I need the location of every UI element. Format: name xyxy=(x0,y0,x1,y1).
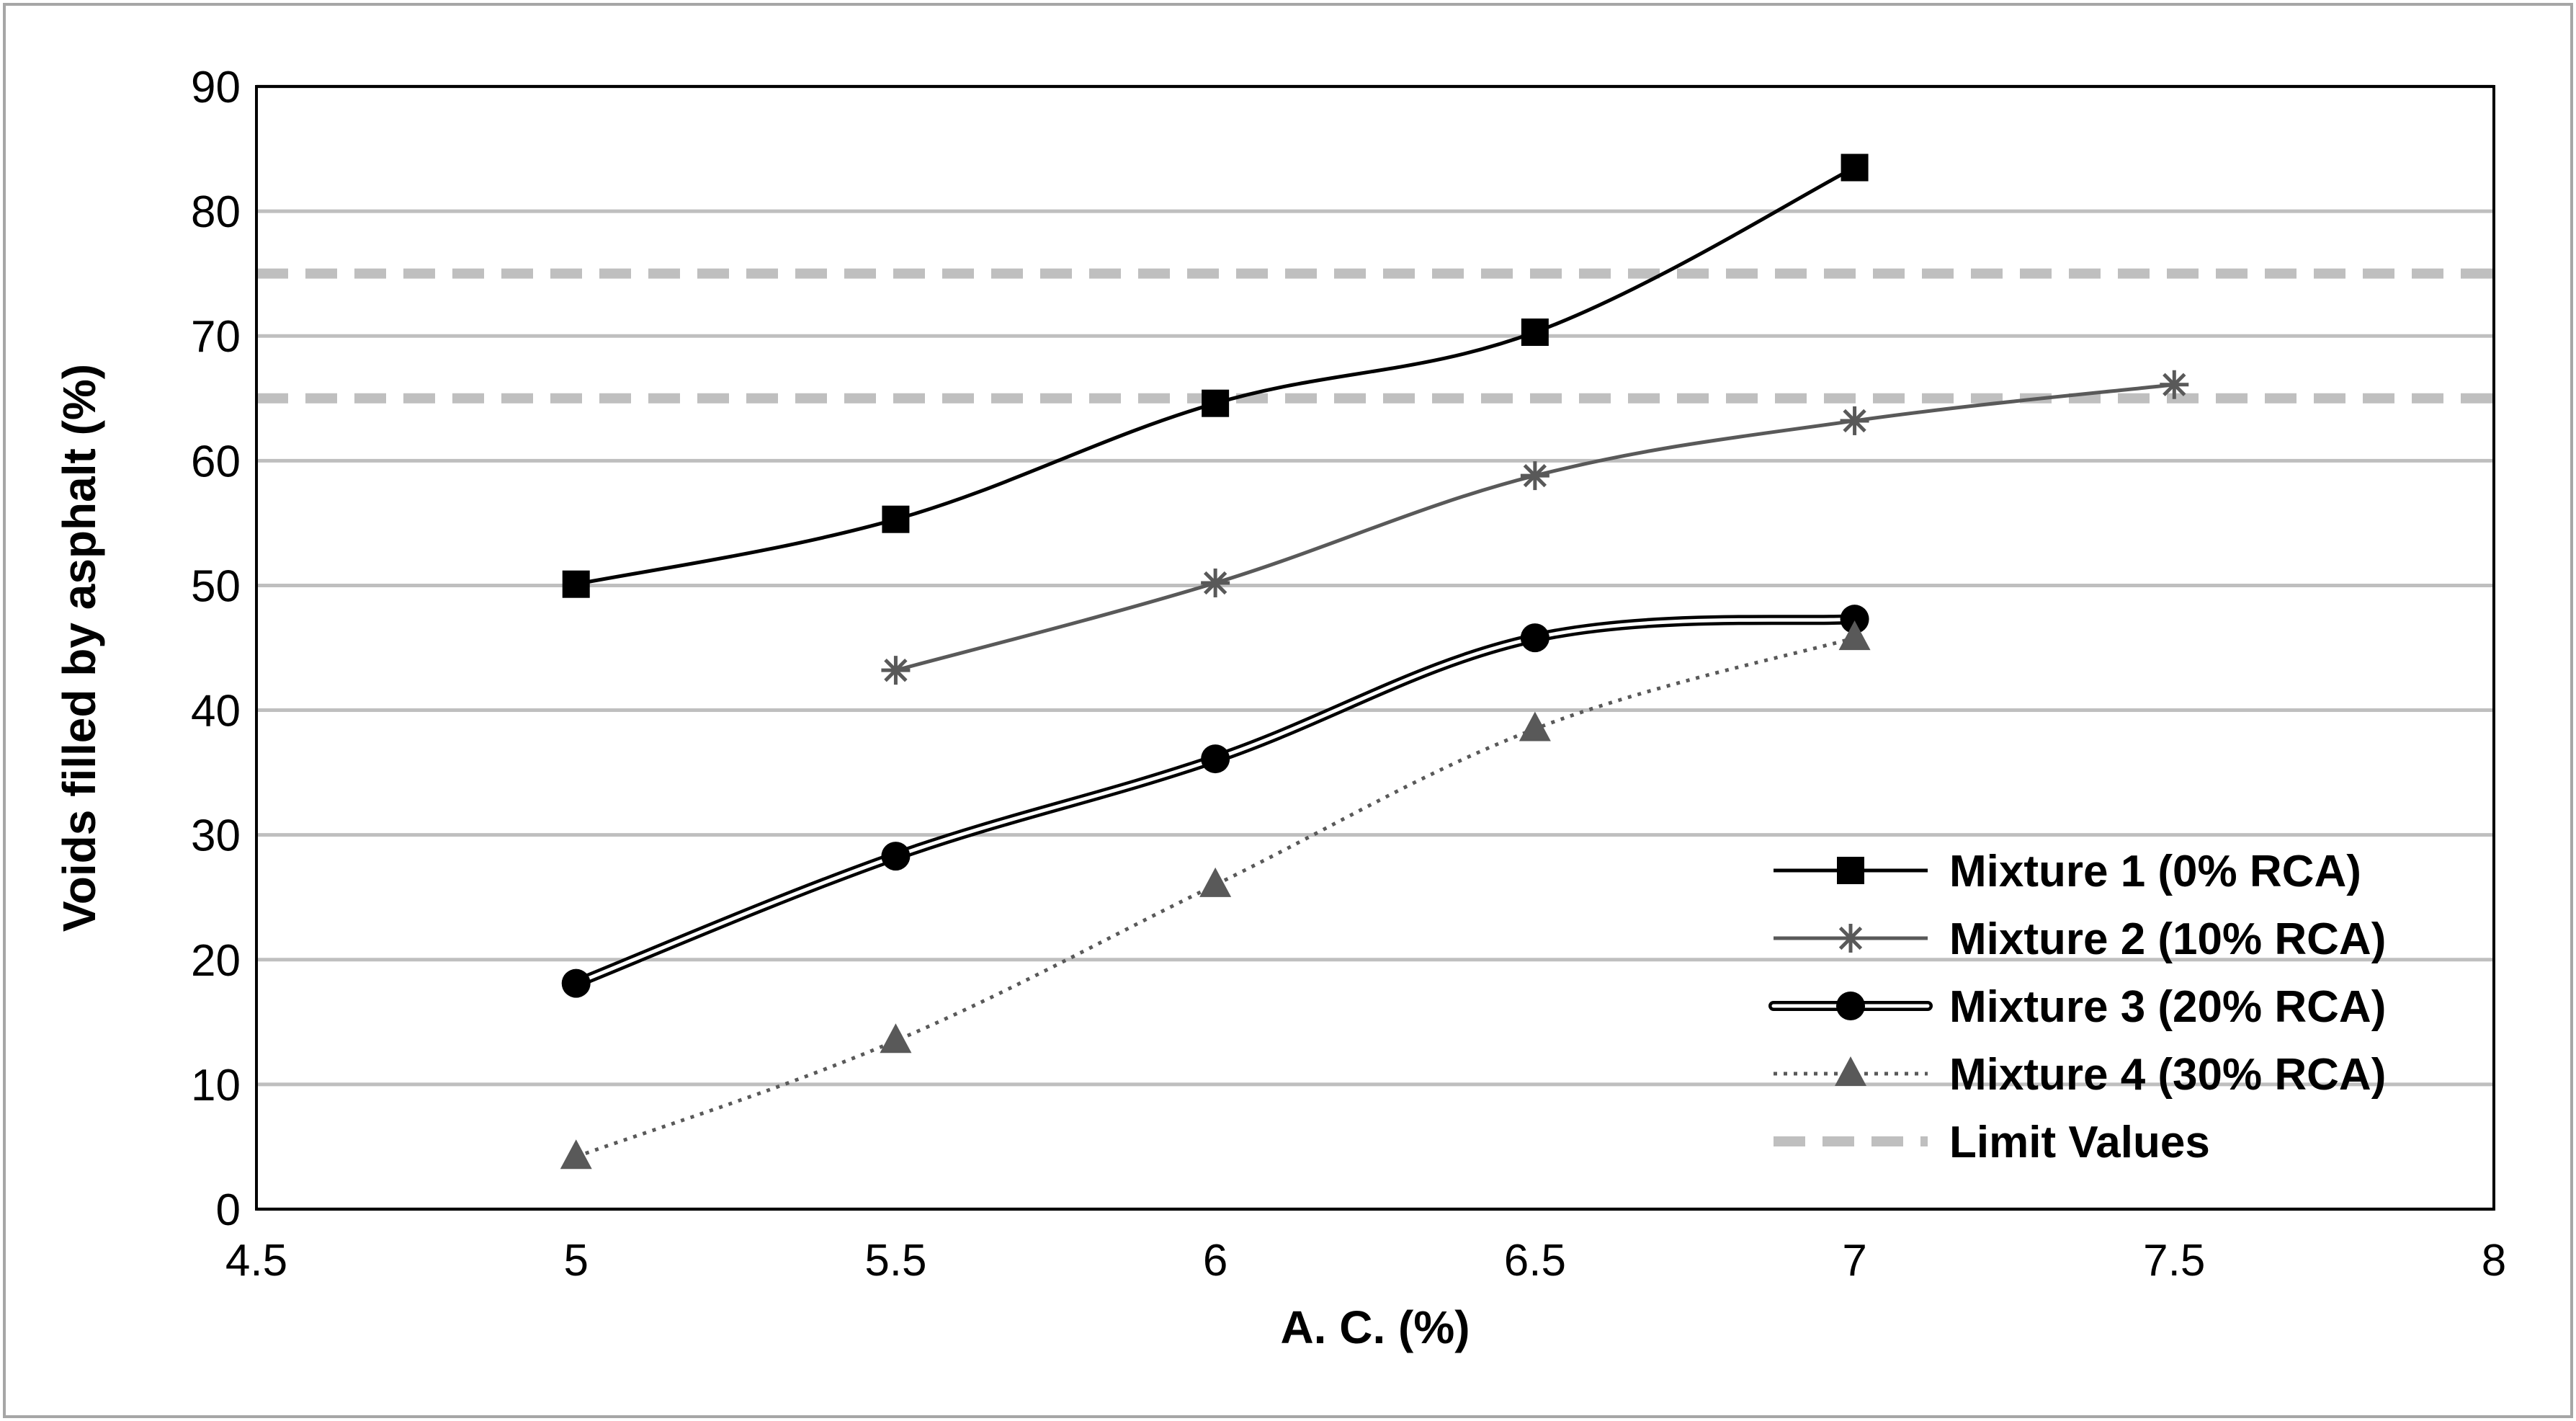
legend-label-1: Mixture 1 (0% RCA) xyxy=(1949,847,2361,896)
x-tick-label: 6.5 xyxy=(1504,1236,1566,1286)
series-2-point xyxy=(2160,370,2189,399)
legend-label-limit-values: Limit Values xyxy=(1949,1118,2210,1167)
y-tick-label: 30 xyxy=(191,811,241,861)
series-2-point xyxy=(1520,461,1549,491)
x-tick-label: 4.5 xyxy=(225,1236,287,1286)
legend-marker-2 xyxy=(1836,924,1865,953)
series-markers xyxy=(560,153,2189,1170)
x-tick-label: 5 xyxy=(563,1236,588,1286)
series-4-point xyxy=(560,1139,592,1170)
legend-marker-4 xyxy=(1835,1056,1866,1086)
limit-lines xyxy=(256,268,2494,404)
x-axis-title: A. C. (%) xyxy=(1280,1301,1470,1353)
series-2-point xyxy=(1201,568,1230,597)
series-2-point xyxy=(881,656,911,685)
y-tick-label: 20 xyxy=(191,936,241,986)
asterisk-stroke xyxy=(1838,926,1863,950)
series-3-point xyxy=(561,968,591,998)
y-tick-label: 40 xyxy=(191,687,241,736)
x-tick-label: 7 xyxy=(1842,1236,1866,1286)
asterisk-stroke xyxy=(1523,463,1547,488)
asterisk-stroke xyxy=(1843,409,1866,433)
legend: Mixture 1 (0% RCA) Mixture 2 (10% RCA) Mix… xyxy=(1768,847,2386,1167)
legend-marker-3 xyxy=(1836,992,1865,1020)
legend-label-3: Mixture 3 (20% RCA) xyxy=(1949,982,2386,1032)
series-2-point xyxy=(1840,406,1869,435)
series-3-point xyxy=(1840,605,1869,634)
series-3-point xyxy=(1520,623,1549,653)
series-1-point xyxy=(1202,389,1230,417)
series-4-line xyxy=(575,636,1856,1159)
asterisk-stroke xyxy=(1203,571,1227,595)
y-tick-label: 50 xyxy=(191,561,241,611)
y-axis-title: Voids filled by asphalt (%) xyxy=(53,364,105,932)
axis-tick-labels: 0 10 20 30 40 50 60 70 80 90 4.5 5 5.5 6 6.5 7 7.5 8 xyxy=(191,63,2506,1286)
series-4-point xyxy=(880,1023,912,1054)
y-tick-label: 80 xyxy=(191,187,241,237)
plot-area-border xyxy=(255,85,2495,1211)
series-1-point xyxy=(882,505,910,533)
x-tick-label: 6 xyxy=(1203,1236,1227,1286)
y-tick-label: 60 xyxy=(191,437,241,486)
series-1-point xyxy=(1841,153,1869,182)
series-4-point xyxy=(1519,711,1551,741)
y-tick-label: 90 xyxy=(191,63,241,112)
x-tick-label: 5.5 xyxy=(864,1236,926,1286)
y-tick-label: 0 xyxy=(216,1185,241,1235)
x-tick-label: 8 xyxy=(2482,1236,2506,1286)
series-4-point xyxy=(1838,620,1871,651)
asterisk-stroke xyxy=(884,658,908,682)
legend-label-4: Mixture 4 (30% RCA) xyxy=(1949,1050,2386,1100)
x-tick-label: 7.5 xyxy=(2143,1236,2205,1286)
series-1-point xyxy=(1521,318,1549,347)
series-1-point xyxy=(562,570,590,598)
legend-label-2: Mixture 2 (10% RCA) xyxy=(1949,914,2386,964)
series-3-point xyxy=(881,842,911,871)
y-tick-label: 10 xyxy=(191,1061,241,1110)
y-tick-label: 70 xyxy=(191,312,241,362)
asterisk-stroke xyxy=(2163,373,2186,396)
series-4-point xyxy=(1199,867,1232,897)
legend-marker-1 xyxy=(1837,857,1864,884)
series-3-point xyxy=(1201,744,1230,774)
